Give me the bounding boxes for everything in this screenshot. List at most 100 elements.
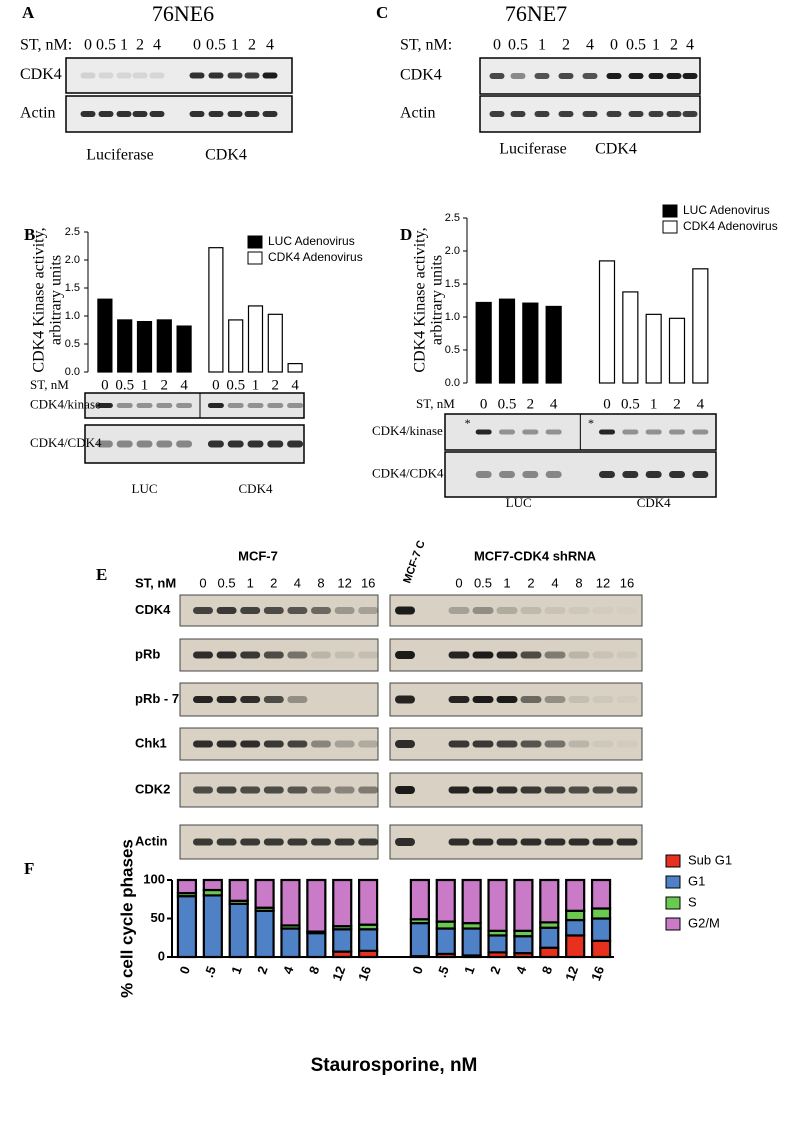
- panel-label: C: [376, 3, 388, 22]
- legend-label: G1: [688, 873, 705, 888]
- bar: [622, 291, 639, 384]
- bar: [176, 325, 192, 373]
- bar-segment: [280, 878, 301, 927]
- blot-band: [395, 651, 415, 659]
- panel-title: 76NE6: [152, 1, 214, 26]
- bar-segment: [254, 878, 275, 909]
- legend-swatch: [665, 896, 681, 910]
- bar-segment: [565, 934, 586, 959]
- blot-band: [287, 651, 308, 659]
- blot-band: [582, 73, 598, 79]
- x-tick-label: 1: [252, 377, 260, 393]
- lane-label: 8: [575, 575, 582, 590]
- blot-band: [263, 607, 284, 614]
- blot-band: [358, 786, 379, 794]
- lane-label: 1: [503, 575, 510, 590]
- blot-band: [499, 471, 515, 478]
- x-tick-label: 2: [254, 964, 271, 976]
- bar: [208, 247, 224, 373]
- legend-label: Sub G1: [688, 852, 732, 867]
- x-tick-label: 1: [461, 964, 478, 976]
- bar: [97, 298, 113, 373]
- group-label: LUC: [132, 481, 158, 496]
- blot-band: [80, 72, 96, 79]
- x-tick-label: 2: [161, 377, 169, 393]
- bar-segment: [202, 894, 223, 959]
- y-axis-label: arbitrary units: [48, 255, 65, 345]
- blot-band: [534, 73, 550, 79]
- blot-band: [247, 440, 264, 448]
- blot-row-label: Actin: [20, 105, 56, 122]
- y-axis-label: CDK4 Kinase activity,: [412, 227, 429, 372]
- blot-band: [395, 740, 415, 748]
- bar-segment: [332, 928, 353, 953]
- blot-band: [606, 111, 622, 117]
- lane-label: 0: [455, 575, 462, 590]
- blot-row-label: pRb: [135, 646, 160, 661]
- blot-row-label: Actin: [135, 833, 168, 848]
- lane-label: 0.5: [218, 575, 236, 590]
- blot-row-label: CDK2: [135, 781, 170, 796]
- x-tick-label: 8: [306, 964, 323, 976]
- x-tick-label: 0: [409, 964, 426, 976]
- blot-band: [616, 786, 638, 794]
- y-tick-label: 0.0: [65, 366, 80, 378]
- blot-band: [593, 607, 614, 614]
- bar: [598, 260, 616, 384]
- blot-band: [628, 73, 644, 79]
- lane-label: 16: [620, 575, 634, 590]
- blot-band: [263, 696, 284, 703]
- bar-segment: [254, 909, 275, 959]
- x-tick-label: 4: [550, 396, 558, 412]
- bar-segment: [590, 907, 612, 920]
- blot-band: [334, 786, 355, 794]
- bar-segment: [176, 895, 198, 959]
- bar-segment: [409, 878, 430, 921]
- blot-band: [240, 838, 261, 846]
- blot-band: [499, 429, 515, 435]
- blot-row-label: CDK4: [20, 66, 62, 83]
- blot-band: [520, 838, 542, 846]
- bar-segment: [513, 878, 534, 932]
- blot-band: [96, 403, 113, 408]
- blot-band: [207, 403, 224, 408]
- x-tick-label: 2: [272, 377, 280, 393]
- blot-band: [240, 740, 261, 748]
- blot-band: [645, 429, 662, 435]
- y-tick-label: 2.0: [65, 254, 80, 266]
- bar-segment: [590, 878, 612, 910]
- lane-label: 1: [538, 37, 546, 54]
- group-label: CDK4: [595, 141, 637, 158]
- blot-band: [395, 695, 415, 704]
- x-tick-label: 4: [697, 396, 705, 412]
- blot-band: [358, 740, 379, 748]
- bar-segment: [565, 918, 586, 937]
- blot-band: [208, 72, 224, 79]
- blot-band: [592, 651, 614, 659]
- blot-band: [496, 838, 518, 846]
- blot-band: [136, 440, 153, 448]
- blot-band: [244, 111, 260, 117]
- lane-label: 2: [248, 37, 256, 54]
- blot-band: [568, 607, 590, 614]
- y-tick-label: 2.0: [445, 245, 460, 257]
- blot-band: [132, 72, 148, 79]
- x-tick-label: 0: [603, 396, 611, 412]
- blot-band: [448, 740, 470, 748]
- lane-label: 4: [266, 37, 274, 54]
- lane-label: 0: [193, 37, 201, 54]
- x-tick-label: .5: [201, 964, 219, 979]
- blot-band: [207, 440, 224, 448]
- panel-title: 76NE7: [505, 1, 567, 26]
- blot-band: [520, 607, 542, 614]
- bar-segment: [358, 878, 379, 926]
- blot-band: [599, 429, 615, 435]
- lane-label: 0.5: [474, 575, 492, 590]
- x-tick-label: 8: [539, 964, 556, 976]
- blot-band: [149, 72, 165, 79]
- blot-band: [510, 73, 526, 79]
- x-tick-label: 1: [141, 377, 149, 393]
- blot-band: [395, 786, 415, 794]
- bar-segment: [565, 878, 586, 912]
- blot-band: [358, 607, 379, 614]
